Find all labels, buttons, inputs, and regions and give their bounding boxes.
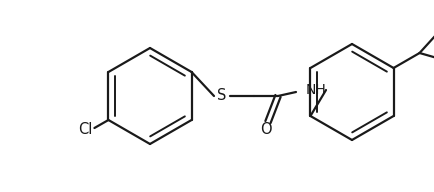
- Text: NH: NH: [306, 83, 327, 97]
- Text: S: S: [217, 89, 227, 103]
- Text: Cl: Cl: [78, 122, 92, 137]
- Text: O: O: [260, 122, 272, 137]
